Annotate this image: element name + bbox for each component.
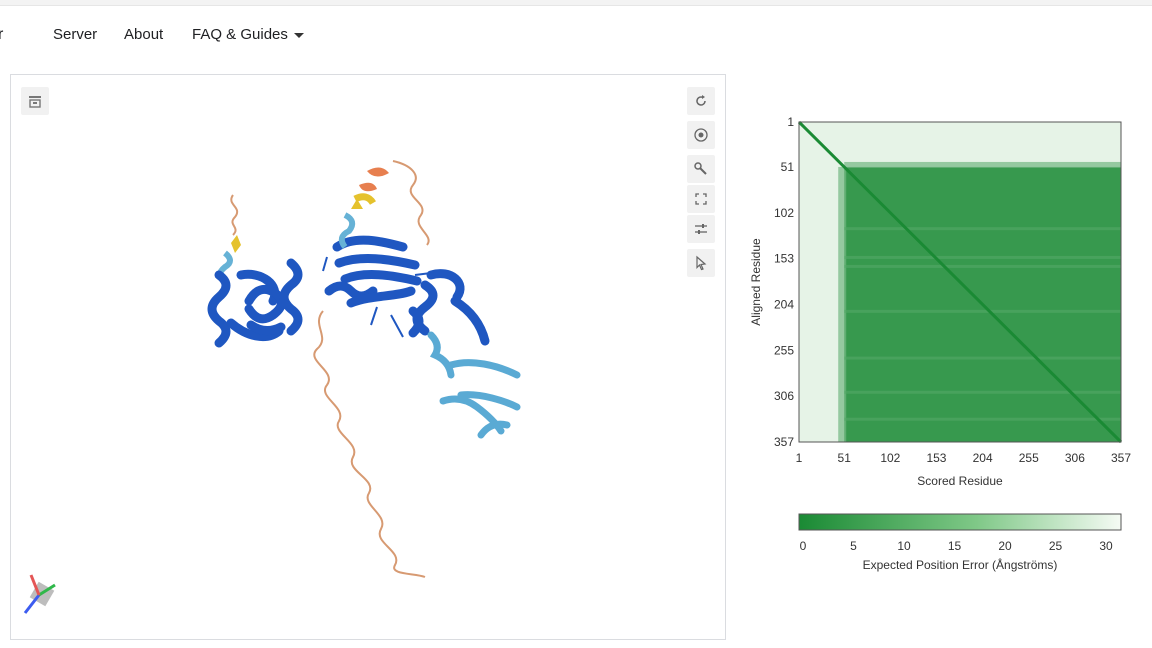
expand-icon[interactable] <box>687 185 715 213</box>
sliders-icon[interactable] <box>687 215 715 243</box>
pae-diagonal <box>797 120 1123 444</box>
x-tick-label: 255 <box>1019 451 1039 465</box>
pae-matrix[interactable] <box>797 120 1123 444</box>
colorbar-tick-label: 5 <box>850 539 857 553</box>
structure-viewer[interactable] <box>10 74 726 640</box>
colorbar-tick-label: 30 <box>1099 539 1113 553</box>
y-tick-label: 1 <box>787 115 794 129</box>
x-tick-label: 153 <box>926 451 946 465</box>
chevron-down-icon <box>293 32 304 38</box>
pae-region-1 <box>799 166 845 442</box>
pae-frame <box>798 121 1122 443</box>
snapshot-icon[interactable] <box>21 87 49 115</box>
pae-stripe <box>844 264 1121 268</box>
colorbar-tick-label: 0 <box>800 539 807 553</box>
brand-fragment: r <box>0 26 4 43</box>
colorbar-tick-label: 15 <box>948 539 962 553</box>
top-nav: r Server About FAQ & Guides <box>0 20 1152 52</box>
pae-stripe <box>844 227 1121 231</box>
y-tick-label: 204 <box>774 297 794 311</box>
pae-edge-top <box>844 161 1121 168</box>
pae-edge-left <box>838 166 847 442</box>
colorbar-tick-label: 10 <box>897 539 911 553</box>
colorbar-tick-label: 25 <box>1049 539 1063 553</box>
camera-icon[interactable] <box>687 121 715 149</box>
x-tick-label: 1 <box>796 451 803 465</box>
y-tick-label: 153 <box>774 252 794 266</box>
nav-about[interactable]: About <box>124 26 164 43</box>
y-tick-label: 255 <box>774 343 794 357</box>
y-tick-label: 306 <box>774 389 794 403</box>
pae-region-0 <box>799 122 1121 167</box>
y-tick-label: 102 <box>774 206 794 220</box>
wrench-icon[interactable] <box>687 155 715 183</box>
axes-gizmo <box>23 574 56 614</box>
y-tick-label: 51 <box>781 160 795 174</box>
cursor-icon[interactable] <box>687 249 715 277</box>
colorbar <box>798 513 1122 531</box>
colorbar-label: Expected Position Error (Ångströms) <box>863 557 1058 572</box>
pae-stripe <box>844 255 1121 259</box>
x-axis-label: Scored Residue <box>917 474 1003 488</box>
nav-faq-guides[interactable]: FAQ & Guides <box>192 26 304 43</box>
protein-structure-cartoon[interactable] <box>11 75 726 640</box>
pae-stripe <box>844 356 1121 360</box>
pae-stripe <box>844 390 1121 394</box>
pae-stripe <box>844 417 1121 421</box>
pae-plot[interactable]: 1 51 102 153 204 255 306 357 1 51 102 153 204 255 306… <box>740 100 1150 600</box>
x-tick-label: 204 <box>973 451 993 465</box>
x-tick-label: 102 <box>880 451 900 465</box>
browser-top-edge <box>0 0 1152 6</box>
x-tick-label: 306 <box>1065 451 1085 465</box>
nav-server[interactable]: Server <box>53 26 98 43</box>
colorbar-tick-label: 20 <box>998 539 1012 553</box>
pae-stripe <box>844 309 1121 313</box>
y-axis-label: Aligned Residue <box>749 238 763 326</box>
sync-icon[interactable] <box>687 87 715 115</box>
x-tick-label: 51 <box>838 451 852 465</box>
x-tick-label: 357 <box>1111 451 1131 465</box>
nav-faq-label: FAQ & Guides <box>192 26 288 43</box>
y-tick-label: 357 <box>774 435 794 449</box>
